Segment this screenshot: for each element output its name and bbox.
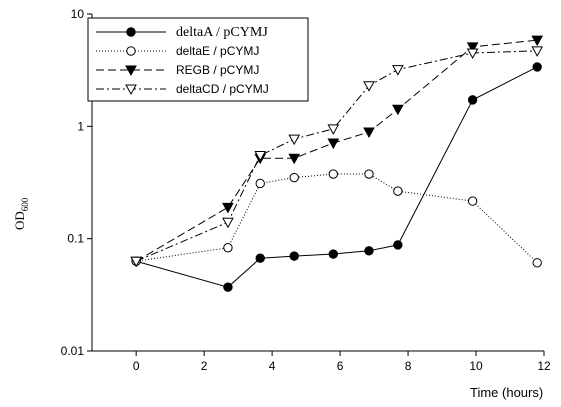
x-tick-label: 4 [269, 359, 276, 373]
legend-label: deltaA / pCYMJ [176, 25, 268, 40]
legend: deltaA / pCYMJ deltaE / pCYMJ REGB / pCYMJ… [88, 18, 308, 101]
marker [329, 170, 337, 178]
marker [224, 244, 232, 252]
x-tick-label: 10 [469, 359, 483, 373]
marker [533, 63, 541, 71]
legend-label: deltaE / pCYMJ [176, 44, 259, 58]
marker [394, 241, 402, 249]
marker [256, 179, 264, 187]
marker [468, 96, 476, 104]
x-tick-label: 0 [133, 359, 140, 373]
y-tick-label: 1 [77, 119, 84, 133]
marker [329, 250, 337, 258]
y-tick-label: 10 [71, 7, 85, 21]
x-tick-label: 12 [537, 359, 551, 373]
marker [365, 170, 373, 178]
marker [256, 254, 264, 262]
marker [224, 283, 232, 291]
chart: Time (hours) OD600 0246810120.010.1110de… [0, 0, 561, 407]
x-tick-label: 8 [405, 359, 412, 373]
legend-marker [127, 28, 135, 36]
y-label-subscript: 600 [20, 197, 30, 211]
legend-label: deltaCD / pCYMJ [176, 82, 269, 96]
y-tick-label: 0.1 [67, 232, 84, 246]
x-tick-label: 2 [201, 359, 208, 373]
y-label-main: OD [12, 211, 27, 230]
marker [533, 259, 541, 267]
marker [290, 252, 298, 260]
marker [468, 197, 476, 205]
legend-marker [127, 47, 135, 55]
marker [394, 187, 402, 195]
x-axis-label: Time (hours) [470, 385, 543, 400]
marker [365, 247, 373, 255]
legend-label: REGB / pCYMJ [176, 63, 259, 77]
marker [290, 173, 298, 181]
y-tick-label: 0.01 [61, 344, 85, 358]
x-tick-label: 6 [337, 359, 344, 373]
